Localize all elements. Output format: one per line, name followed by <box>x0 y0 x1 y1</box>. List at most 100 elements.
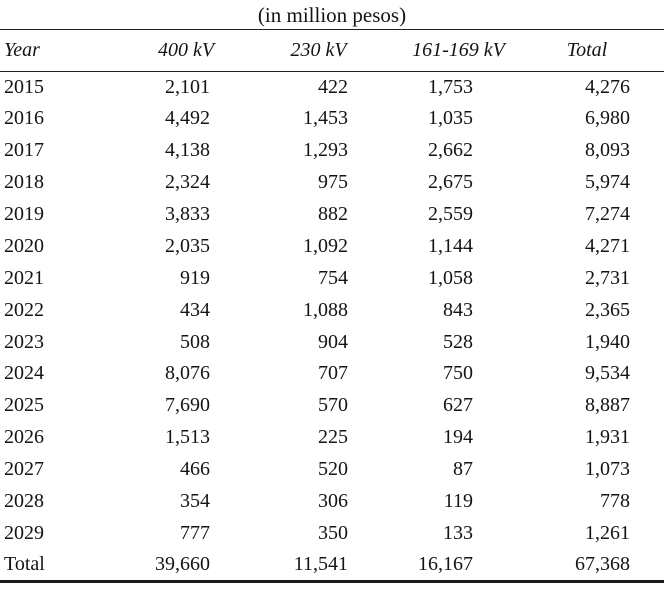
value-cell: 7,690 <box>165 394 210 417</box>
value-cell: 4,271 <box>585 234 630 257</box>
value-cell: 707 <box>318 362 348 385</box>
value-cell: 508 <box>180 330 210 353</box>
table-title: (in million pesos) <box>0 0 664 30</box>
value-cell: 2,731 <box>585 266 630 289</box>
value-cell: 9,534 <box>585 362 630 385</box>
year-cell: 2017 <box>4 139 44 162</box>
value-cell: 87 <box>453 458 473 481</box>
value-cell: 133 <box>443 521 473 544</box>
value-cell: 1,092 <box>303 234 348 257</box>
year-cell: 2026 <box>4 426 44 449</box>
value-cell: 422 <box>318 75 348 98</box>
value-cell: 520 <box>318 458 348 481</box>
value-cell: 754 <box>318 266 348 289</box>
value-cell: 904 <box>318 330 348 353</box>
year-cell: 2018 <box>4 171 44 194</box>
value-cell: 750 <box>443 362 473 385</box>
value-cell: 1,513 <box>165 426 210 449</box>
value-cell: 1,088 <box>303 298 348 321</box>
table-row: 2015 2,101 422 1,753 4,276 <box>0 71 664 103</box>
value-cell: 2,675 <box>428 171 473 194</box>
year-cell: 2029 <box>4 521 44 544</box>
value-cell: 4,276 <box>585 75 630 98</box>
value-cell: 2,035 <box>165 234 210 257</box>
value-cell: 777 <box>180 521 210 544</box>
table-row: 2021 919 754 1,058 2,731 <box>0 262 664 294</box>
value-cell: 1,293 <box>303 139 348 162</box>
value-cell: 1,753 <box>428 75 473 98</box>
year-cell: 2027 <box>4 458 44 481</box>
year-cell: 2028 <box>4 490 44 513</box>
total-row: Total 39,660 11,541 16,167 67,368 <box>0 549 664 581</box>
value-cell: 4,138 <box>165 139 210 162</box>
value-cell: 1,144 <box>428 234 473 257</box>
table-row: 2025 7,690 570 627 8,887 <box>0 390 664 422</box>
table-row: 2029 777 350 133 1,261 <box>0 517 664 549</box>
column-header: 230 kV <box>230 30 365 72</box>
value-cell: 2,324 <box>165 171 210 194</box>
header-row: Year 400 kV 230 kV 161-169 kV Total <box>0 30 664 72</box>
value-cell: 1,261 <box>585 521 630 544</box>
year-cell: Total <box>4 553 45 576</box>
value-cell: 4,492 <box>165 107 210 130</box>
year-cell: 2021 <box>4 266 44 289</box>
value-cell: 2,365 <box>585 298 630 321</box>
investment-table: Year 400 kV 230 kV 161-169 kV Total 2015 2,10… <box>0 30 664 583</box>
value-cell: 3,833 <box>165 203 210 225</box>
value-cell: 1,035 <box>428 107 473 130</box>
value-cell: 2,662 <box>428 139 473 162</box>
table-row: 2028 354 306 119 778 <box>0 486 664 518</box>
value-cell: 882 <box>318 203 348 225</box>
value-cell: 1,931 <box>585 426 630 449</box>
value-cell: 8,076 <box>165 362 210 385</box>
table-row: 2022 434 1,088 843 2,365 <box>0 294 664 326</box>
table-row: 2016 4,492 1,453 1,035 6,980 <box>0 103 664 135</box>
value-cell: 119 <box>443 490 473 513</box>
value-cell: 11,541 <box>293 553 348 576</box>
value-cell: 1,940 <box>585 330 630 353</box>
column-header: 161-169 kV <box>365 30 510 72</box>
value-cell: 67,368 <box>575 553 630 576</box>
value-cell: 2,559 <box>428 203 473 225</box>
year-cell: 2024 <box>4 362 44 385</box>
value-cell: 627 <box>443 394 473 417</box>
value-cell: 7,274 <box>585 203 630 225</box>
value-cell: 975 <box>318 171 348 194</box>
value-cell: 1,073 <box>585 458 630 481</box>
value-cell: 225 <box>318 426 348 449</box>
table-body: 2015 2,101 422 1,753 4,276 2016 4,492 1,453 1,03… <box>0 71 664 581</box>
value-cell: 919 <box>180 266 210 289</box>
table-row: 2027 466 520 87 1,073 <box>0 454 664 486</box>
value-cell: 2,101 <box>165 75 210 98</box>
value-cell: 528 <box>443 330 473 353</box>
table-row: 2020 2,035 1,092 1,144 4,271 <box>0 230 664 262</box>
table-row: 2026 1,513 225 194 1,931 <box>0 422 664 454</box>
column-header: 400 kV <box>100 30 230 72</box>
value-cell: 778 <box>600 490 630 513</box>
year-cell: 2022 <box>4 298 44 321</box>
year-cell: 2016 <box>4 107 44 130</box>
value-cell: 16,167 <box>418 553 473 576</box>
year-cell: 2023 <box>4 330 44 353</box>
value-cell: 6,980 <box>585 107 630 130</box>
column-header: Year <box>0 30 100 72</box>
value-cell: 570 <box>318 394 348 417</box>
year-cell: 2019 <box>4 203 44 225</box>
table-row: 2017 4,138 1,293 2,662 8,093 <box>0 135 664 167</box>
value-cell: 8,887 <box>585 394 630 417</box>
value-cell: 39,660 <box>155 553 210 576</box>
table-row: 2019 3,833 882 2,559 7,274 <box>0 199 664 231</box>
value-cell: 194 <box>443 426 473 449</box>
value-cell: 306 <box>318 490 348 513</box>
value-cell: 466 <box>180 458 210 481</box>
year-cell: 2020 <box>4 234 44 257</box>
table-row: 2024 8,076 707 750 9,534 <box>0 358 664 390</box>
year-cell: 2025 <box>4 394 44 417</box>
table-row: 2018 2,324 975 2,675 5,974 <box>0 167 664 199</box>
value-cell: 354 <box>180 490 210 513</box>
value-cell: 5,974 <box>585 171 630 194</box>
column-header: Total <box>510 30 664 72</box>
value-cell: 350 <box>318 521 348 544</box>
year-cell: 2015 <box>4 75 44 98</box>
